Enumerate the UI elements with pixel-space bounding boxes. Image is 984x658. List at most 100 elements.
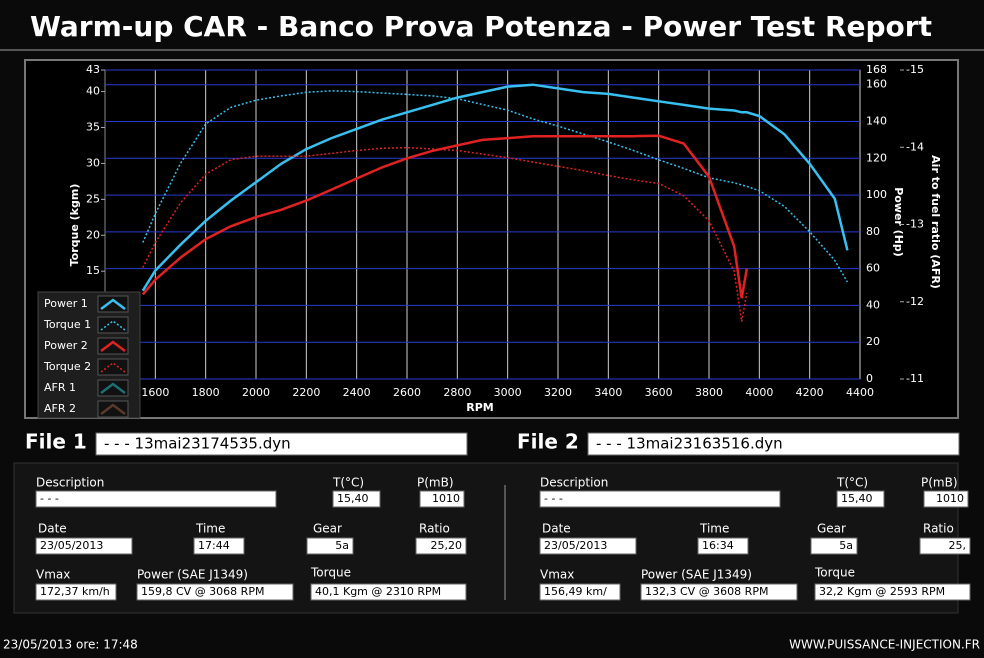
y2-axis-label: Power (Hp) — [892, 187, 905, 257]
field-box — [35, 583, 117, 601]
field-value: 32,2 Kgm @ 2593 RPM — [819, 585, 945, 598]
x-tick-label: 3600 — [645, 386, 673, 399]
report-title: Warm-up CAR - Banco Prova Potenza - Powe… — [30, 10, 932, 43]
y-tick-label: 43 — [86, 63, 100, 76]
x-tick-label: 1600 — [141, 386, 169, 399]
x-tick-label: 1800 — [192, 386, 220, 399]
legend-swatch — [100, 340, 126, 352]
field-value: 25, — [949, 539, 967, 552]
y2-tick-label: 40 — [866, 298, 880, 311]
field-box — [640, 583, 798, 601]
legend-swatch-box — [97, 379, 129, 397]
field-label: Power (SAE J1349) — [137, 568, 248, 582]
file-label: File 2 — [517, 430, 579, 454]
field-value: 159,8 CV @ 3068 RPM — [141, 585, 264, 598]
footer-date: 23/05/2013 ore: 17:48 — [3, 638, 138, 652]
legend-label: AFR 1 — [44, 381, 76, 394]
field-value: 16:34 — [702, 539, 734, 552]
field-label: Time — [699, 522, 729, 536]
file-name: - - - 13mai23163516.dyn — [596, 435, 783, 453]
y3-tick-label: -15 — [906, 63, 924, 76]
field-value: 23/05/2013 — [544, 539, 607, 552]
field-value: - - - — [544, 492, 563, 505]
x-axis-label: RPM — [466, 401, 493, 414]
y3-tick-label: -11 — [906, 372, 924, 385]
field-value: 132,3 CV @ 3608 RPM — [645, 585, 768, 598]
y-tick-label: 20 — [86, 228, 100, 241]
field-box — [539, 583, 621, 601]
field-label: P(mB) — [417, 476, 454, 490]
series-line — [141, 83, 849, 292]
field-box — [415, 537, 467, 555]
legend-label: Power 1 — [44, 297, 88, 310]
field-box — [419, 490, 465, 508]
file-name: - - - 13mai23174535.dyn — [104, 435, 291, 453]
field-box — [539, 490, 781, 508]
field-value: 15,40 — [337, 492, 369, 505]
legend-label: Torque 1 — [43, 318, 91, 331]
field-box — [332, 490, 381, 508]
series-line — [142, 90, 849, 283]
field-value: 40,1 Kgm @ 2310 RPM — [315, 585, 441, 598]
field-label: Torque — [310, 566, 351, 580]
footer-website: WWW.PUISSANCE-INJECTION.FR — [789, 638, 980, 652]
x-tick-label: 4200 — [796, 386, 824, 399]
y2-tick-label: 80 — [866, 225, 880, 238]
field-value: 156,49 km/ — [544, 585, 607, 598]
field-value: 25,20 — [431, 539, 463, 552]
field-box — [539, 537, 637, 555]
field-label: T(°C) — [332, 476, 364, 490]
field-box — [193, 537, 245, 555]
field-label: Ratio — [923, 522, 954, 536]
x-tick-label: 2000 — [242, 386, 270, 399]
field-label: Time — [195, 522, 225, 536]
legend-swatch — [100, 362, 126, 373]
field-label: Gear — [313, 522, 342, 536]
legend-label: Power 2 — [44, 339, 88, 352]
field-label: Power (SAE J1349) — [641, 568, 752, 582]
legend — [37, 291, 141, 419]
y3-tick-label: -13 — [906, 218, 924, 231]
legend-label: AFR 2 — [44, 402, 76, 415]
field-label: Description — [36, 476, 104, 490]
x-tick-label: 2200 — [292, 386, 320, 399]
field-box — [810, 537, 858, 555]
y3-axis-label: Air to fuel ratio (AFR) — [929, 155, 942, 289]
y2-tick-label: 160 — [866, 78, 887, 91]
field-value: - - - — [40, 492, 59, 505]
legend-swatch-box — [97, 295, 129, 313]
field-label: T(°C) — [836, 476, 868, 490]
legend-swatch — [100, 320, 126, 331]
x-tick-label: 2600 — [393, 386, 421, 399]
y-tick-label: 35 — [86, 120, 100, 133]
field-box — [136, 583, 294, 601]
x-tick-label: 2400 — [343, 386, 371, 399]
field-box — [919, 537, 971, 555]
field-value: 15,40 — [841, 492, 873, 505]
file-label: File 1 — [25, 430, 87, 454]
field-box — [697, 537, 749, 555]
y2-tick-label: 100 — [866, 188, 887, 201]
y2-tick-label: 20 — [866, 335, 880, 348]
field-box — [923, 490, 969, 508]
legend-swatch-box — [97, 316, 129, 334]
field-value: 23/05/2013 — [40, 539, 103, 552]
field-value: 1010 — [432, 492, 460, 505]
legend-swatch — [100, 298, 126, 310]
file-name-box — [587, 432, 960, 456]
field-value: 172,37 km/h — [40, 585, 110, 598]
field-label: Torque — [814, 566, 855, 580]
x-tick-label: 3400 — [594, 386, 622, 399]
x-tick-label: 3200 — [544, 386, 572, 399]
x-tick-label: 3800 — [695, 386, 723, 399]
series-line — [142, 146, 748, 322]
field-label: Vmax — [540, 568, 574, 582]
x-tick-label: 4000 — [745, 386, 773, 399]
legend-swatch — [100, 403, 126, 415]
y2-tick-label: 168 — [866, 63, 887, 76]
y2-tick-label: 60 — [866, 262, 880, 275]
y3-tick-label: -12 — [906, 295, 924, 308]
y-tick-label: 30 — [86, 156, 100, 169]
legend-swatch-box — [97, 358, 129, 376]
field-label: Vmax — [36, 568, 70, 582]
